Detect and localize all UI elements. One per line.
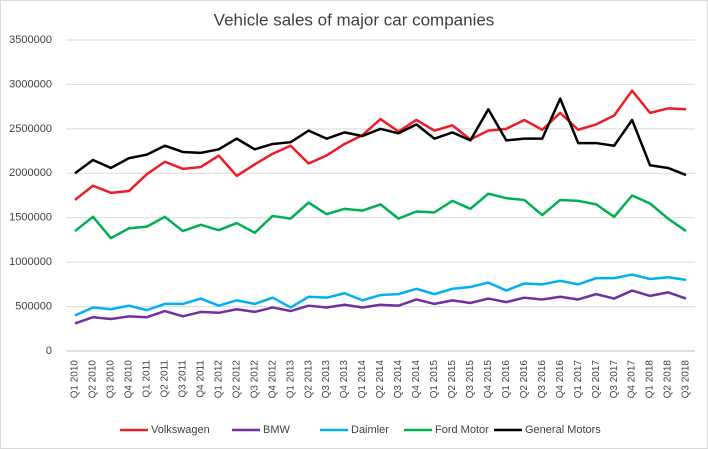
x-tick-label: Q3 2012 (249, 360, 260, 399)
x-tick-label: Q3 2010 (106, 360, 117, 399)
legend-label: Daimler (351, 424, 389, 436)
x-tick-label: Q2 2014 (375, 360, 386, 399)
y-tick-label: 2500000 (9, 123, 52, 135)
x-tick-label: Q1 2015 (429, 360, 440, 399)
x-tick-label: Q2 2018 (663, 360, 674, 399)
x-tick-label: Q3 2016 (537, 360, 548, 399)
x-tick-label: Q1 2011 (142, 360, 153, 398)
x-tick-label: Q2 2015 (447, 360, 458, 399)
series-line (74, 289, 687, 325)
y-tick-label: 2000000 (9, 167, 52, 179)
x-tick-label: Q3 2015 (465, 360, 476, 399)
y-tick-label: 3000000 (9, 78, 52, 90)
x-tick-label: Q4 2011 (195, 360, 206, 398)
x-tick-label: Q1 2016 (501, 360, 512, 399)
x-tick-label: Q1 2018 (645, 360, 656, 399)
x-tick-label: Q4 2012 (267, 360, 278, 399)
x-tick-label: Q1 2013 (285, 360, 296, 399)
chart-title: Vehicle sales of major car companies (214, 10, 495, 29)
x-tick-label: Q2 2012 (231, 360, 242, 399)
y-tick-label: 1500000 (9, 212, 52, 224)
x-tick-label: Q4 2010 (124, 360, 135, 399)
x-tick-label: Q3 2013 (321, 360, 332, 399)
x-tick-label: Q1 2014 (357, 360, 368, 399)
x-tick-label: Q1 2012 (213, 360, 224, 399)
y-tick-label: 3500000 (9, 34, 52, 46)
x-tick-label: Q2 2016 (519, 360, 530, 399)
x-tick-label: Q1 2017 (573, 360, 584, 399)
series-line (74, 273, 687, 317)
series-line (74, 97, 687, 177)
y-tick-label: 500000 (15, 300, 52, 312)
x-tick-label: Q3 2018 (681, 360, 692, 399)
x-tick-label: Q4 2015 (483, 360, 494, 399)
legend-label: Ford Motor (435, 424, 489, 436)
y-tick-label: 1000000 (9, 256, 52, 268)
legend-label: Volkswagen (151, 424, 210, 436)
x-tick-label: Q2 2017 (591, 360, 602, 399)
x-tick-label: Q4 2013 (339, 360, 350, 399)
series-line (74, 192, 687, 240)
x-tick-label: Q2 2011 (159, 360, 170, 398)
x-tick-label: Q2 2010 (88, 360, 99, 399)
legend-label: BMW (263, 424, 291, 436)
x-tick-label: Q1 2010 (70, 360, 81, 399)
x-tick-label: Q4 2017 (627, 360, 638, 399)
x-tick-label: Q3 2014 (393, 360, 404, 399)
x-tick-label: Q2 2013 (303, 360, 314, 399)
x-tick-label: Q3 2011 (177, 360, 188, 398)
series-line (74, 89, 687, 201)
x-tick-label: Q3 2017 (609, 360, 620, 399)
legend-label: General Motors (525, 424, 601, 436)
x-tick-label: Q4 2016 (555, 360, 566, 399)
x-tick-label: Q4 2014 (411, 360, 422, 399)
y-tick-label: 0 (46, 345, 52, 357)
